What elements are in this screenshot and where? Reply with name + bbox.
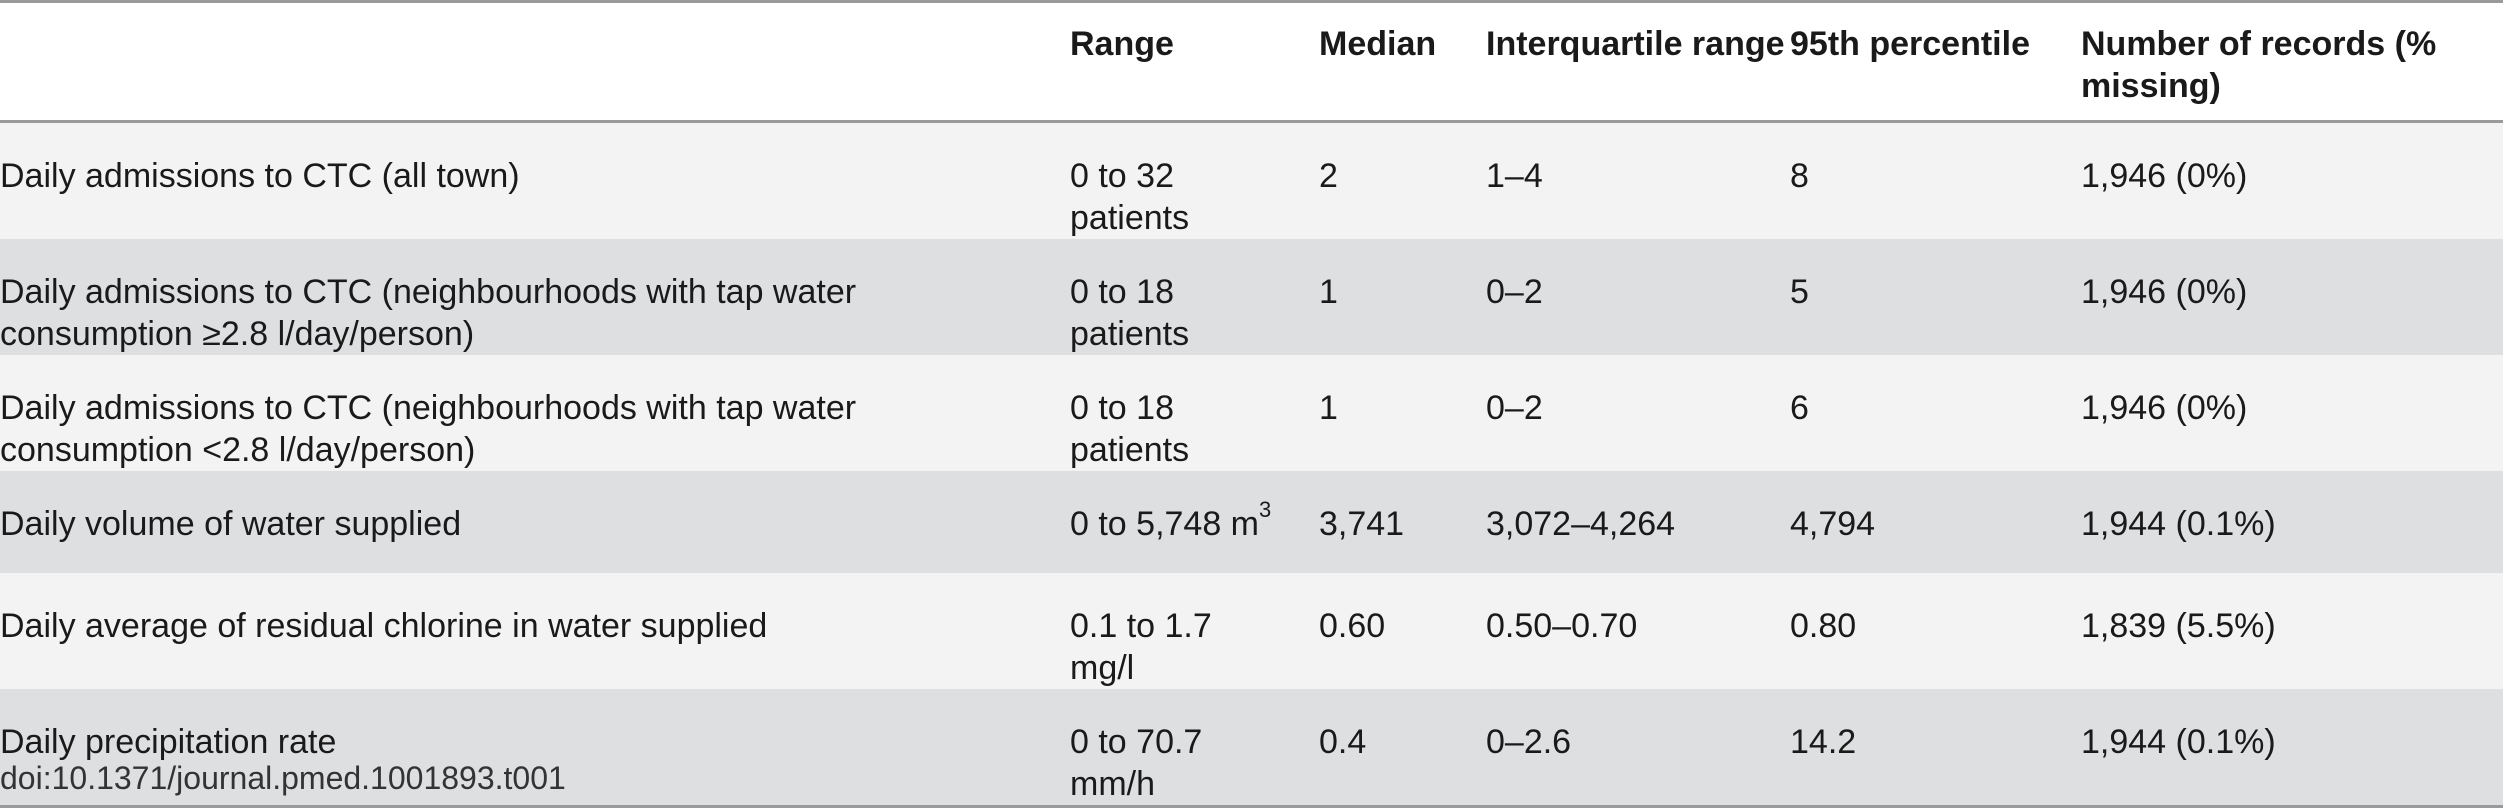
- table-row: Daily admissions to CTC (all town) 0 to …: [0, 121, 2503, 240]
- row-label-cell: Daily volume of water supplied: [0, 505, 462, 543]
- range-text: 0 to 5,748 m: [1070, 505, 1260, 543]
- doi-link[interactable]: doi:10.1371/journal.pmed.1001893.t001: [0, 760, 566, 796]
- range-text: 0 to 18 patients: [1070, 389, 1190, 469]
- median-cell: 1: [1319, 389, 1338, 427]
- range-cell: 0 to 70.7 mm/h: [1070, 689, 1319, 807]
- row-label-cell: Daily admissions to CTC (neighbourhoods …: [0, 273, 857, 353]
- range-cell: 0 to 18 patients: [1070, 239, 1319, 355]
- row-label-cell: Daily admissions to CTC (neighbourhoods …: [0, 389, 857, 469]
- iqr-cell: 0–2.6: [1486, 723, 1572, 761]
- p95-cell: 8: [1790, 157, 1809, 195]
- iqr-cell: 0–2: [1486, 273, 1543, 311]
- p95-cell: 0.80: [1790, 607, 1857, 645]
- records-cell: 1,946 (0%): [2081, 273, 2248, 311]
- row-label-cell: Daily admissions to CTC (all town): [0, 157, 520, 195]
- median-cell: 0.60: [1319, 607, 1386, 645]
- header-median-text: Median: [1319, 25, 1437, 63]
- range-unit-superscript: 3: [1259, 496, 1272, 522]
- header-p95: 95th percentile: [1790, 2, 2081, 122]
- p95-cell: 6: [1790, 389, 1809, 427]
- header-records: Number of records (% missing): [2081, 2, 2503, 122]
- range-text: 0 to 70.7 mm/h: [1070, 723, 1203, 803]
- records-cell: 1,839 (5.5%): [2081, 607, 2276, 645]
- iqr-cell: 3,072–4,264: [1486, 505, 1676, 543]
- header-p95-text: 95th percentile: [1790, 25, 2030, 63]
- range-text: 0.1 to 1.7 mg/l: [1070, 607, 1212, 687]
- row-label-cell: Daily precipitation rate: [0, 723, 337, 761]
- p95-cell: 5: [1790, 273, 1809, 311]
- p95-cell: 4,794: [1790, 505, 1876, 543]
- table-row: Daily precipitation rate 0 to 70.7 mm/h …: [0, 689, 2503, 807]
- iqr-cell: 0–2: [1486, 389, 1543, 427]
- iqr-cell: 0.50–0.70: [1486, 607, 1638, 645]
- records-cell: 1,946 (0%): [2081, 389, 2248, 427]
- range-cell: 0 to 32 patients: [1070, 122, 1319, 240]
- range-text: 0 to 18 patients: [1070, 273, 1190, 353]
- iqr-cell: 1–4: [1486, 157, 1543, 195]
- records-cell: 1,946 (0%): [2081, 157, 2248, 195]
- header-range: Range: [1070, 2, 1319, 122]
- header-records-text: Number of records (% missing): [2081, 25, 2437, 105]
- header-iqr: Interquartile range: [1486, 2, 1790, 122]
- table-row: Daily average of residual chlorine in wa…: [0, 573, 2503, 689]
- range-cell: 0 to 5,748 m3: [1070, 471, 1319, 573]
- header-range-text: Range: [1070, 25, 1174, 63]
- median-cell: 3,741: [1319, 505, 1405, 543]
- header-median: Median: [1319, 2, 1486, 122]
- header-iqr-text: Interquartile range: [1486, 25, 1785, 63]
- records-cell: 1,944 (0.1%): [2081, 505, 2276, 543]
- median-cell: 2: [1319, 157, 1338, 195]
- range-cell: 0 to 18 patients: [1070, 355, 1319, 471]
- table-header-row: Range Median Interquartile range 95th pe…: [0, 1, 2503, 122]
- table-row: Daily volume of water supplied 0 to 5,74…: [0, 471, 2503, 573]
- median-cell: 1: [1319, 273, 1338, 311]
- range-cell: 0.1 to 1.7 mg/l: [1070, 573, 1319, 689]
- range-text: 0 to 32 patients: [1070, 157, 1190, 237]
- records-cell: 1,944 (0.1%): [2081, 723, 2276, 761]
- row-label-cell: Daily average of residual chlorine in wa…: [0, 607, 768, 645]
- header-label: [0, 2, 1070, 122]
- median-cell: 0.4: [1319, 723, 1367, 761]
- table-row: Daily admissions to CTC (neighbourhoods …: [0, 239, 2503, 355]
- table-row: Daily admissions to CTC (neighbourhoods …: [0, 355, 2503, 471]
- p95-cell: 14.2: [1790, 723, 1857, 761]
